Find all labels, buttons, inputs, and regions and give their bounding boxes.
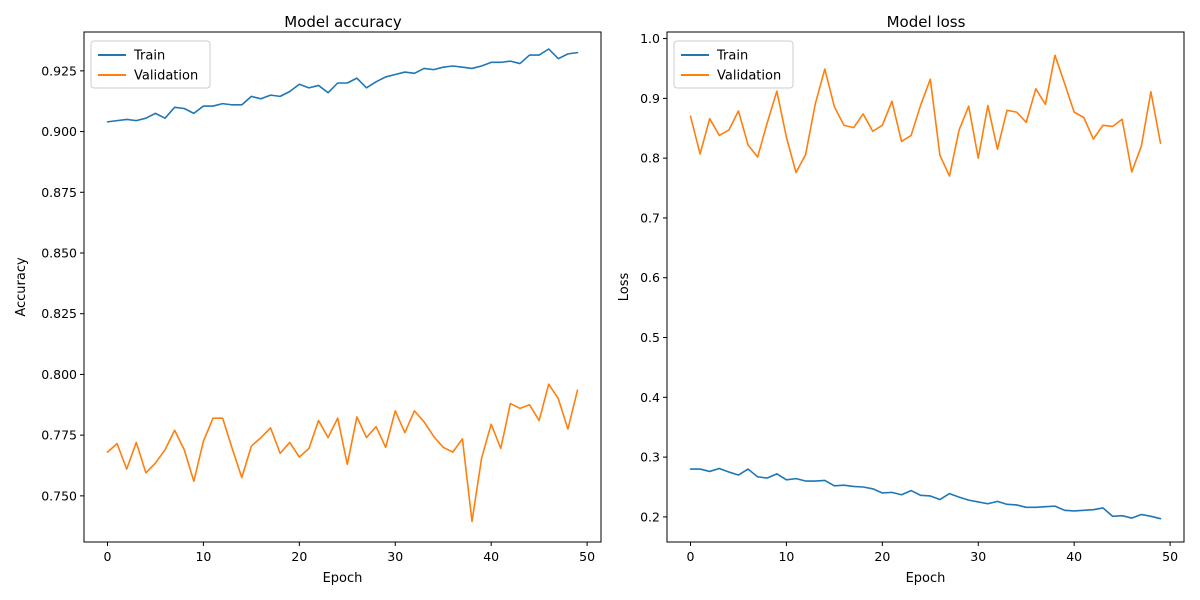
loss-legend: Train Validation [673, 40, 794, 89]
accuracy-y-tick-label: 0.750 [41, 488, 77, 503]
accuracy-legend-validation-label: Validation [134, 69, 198, 84]
loss-x-tick-label: 10 [778, 549, 794, 564]
loss-title: Model loss [887, 13, 966, 31]
loss-y-tick-label: 0.3 [640, 450, 660, 465]
accuracy-y-tick-label: 0.900 [41, 124, 77, 139]
loss-x-tick-label: 30 [970, 549, 986, 564]
loss-panel: Model loss 0 10 20 30 40 50 0.2 0.3 0.4 0.5 0.6 0.7… [617, 13, 1185, 586]
accuracy-y-tick-label: 0.875 [41, 185, 77, 200]
loss-x-tick-label: 20 [874, 549, 890, 564]
loss-y-tick-label: 0.5 [640, 330, 660, 345]
accuracy-y-tick-label: 0.925 [41, 63, 77, 78]
loss-x-tick-label: 0 [687, 549, 695, 564]
accuracy-y-tick-label: 0.850 [41, 246, 77, 261]
accuracy-train-series-line [106, 48, 579, 123]
accuracy-x-axis-label: Epoch [323, 571, 363, 586]
loss-ticks: 0 10 20 30 40 50 0.2 0.3 0.4 0.5 0.6 0.7 0.8 0.9 1.0 [640, 31, 1178, 564]
accuracy-x-tick-label: 50 [579, 549, 595, 564]
loss-validation-series-line [689, 54, 1162, 177]
accuracy-validation-series-line [106, 383, 579, 523]
loss-plot-frame [666, 31, 1185, 543]
accuracy-title: Model accuracy [284, 13, 402, 31]
accuracy-legend-train-label: Train [133, 49, 165, 64]
accuracy-x-tick-label: 40 [483, 549, 499, 564]
loss-lines [689, 54, 1162, 520]
loss-x-tick-label: 40 [1066, 549, 1082, 564]
accuracy-legend: Train Validation [90, 40, 211, 89]
loss-y-tick-label: 0.9 [640, 91, 660, 106]
loss-y-tick-label: 0.7 [640, 210, 660, 225]
accuracy-legend-box [90, 40, 211, 89]
accuracy-y-axis-label: Accuracy [14, 257, 29, 317]
loss-y-tick-label: 0.8 [640, 151, 660, 166]
loss-legend-box [673, 40, 794, 89]
accuracy-y-tick-label: 0.825 [41, 306, 77, 321]
accuracy-y-tick-label: 0.775 [41, 428, 77, 443]
accuracy-x-tick-label: 10 [195, 549, 211, 564]
loss-y-tick-label: 0.4 [640, 390, 660, 405]
accuracy-plot-frame [83, 31, 602, 543]
loss-y-tick-label: 0.2 [640, 509, 660, 524]
accuracy-x-tick-label: 20 [291, 549, 307, 564]
loss-legend-validation-label: Validation [717, 69, 781, 84]
loss-y-tick-label: 1.0 [640, 31, 660, 46]
loss-legend-train-label: Train [716, 49, 748, 64]
loss-x-axis-label: Epoch [906, 571, 946, 586]
loss-y-tick-label: 0.6 [640, 270, 660, 285]
accuracy-x-tick-label: 0 [104, 549, 112, 564]
accuracy-panel: Model accuracy 0 10 20 30 40 50 0.750 0.775 0.80… [14, 13, 602, 586]
loss-train-series-line [689, 467, 1162, 520]
accuracy-x-tick-label: 30 [387, 549, 403, 564]
accuracy-ticks: 0 10 20 30 40 50 0.750 0.775 0.800 0.825 0.850 0.87… [41, 63, 595, 564]
accuracy-lines [106, 48, 579, 523]
loss-y-axis-label: Loss [617, 273, 632, 302]
loss-x-tick-label: 50 [1162, 549, 1178, 564]
accuracy-y-tick-label: 0.800 [41, 367, 77, 382]
